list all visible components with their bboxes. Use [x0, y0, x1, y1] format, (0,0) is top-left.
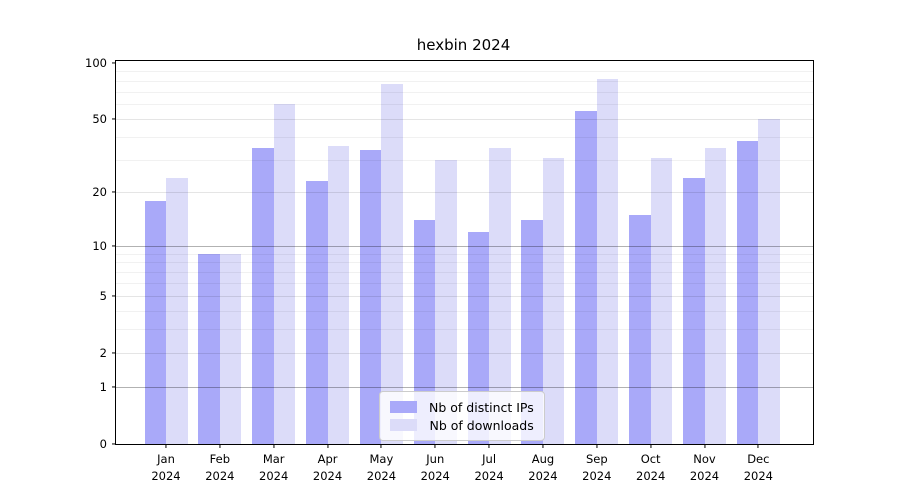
- y-tick-label-2: 2: [99, 346, 107, 361]
- x-tick-label-aug: Aug 2024: [528, 452, 558, 483]
- bar-mar-downloads: [273, 104, 296, 444]
- bar-jan-distinct-ips: [144, 200, 166, 444]
- x-tick-mark-sep: [596, 444, 598, 448]
- y-tick-label-0: 0: [99, 437, 107, 451]
- bar-sep-distinct-ips: [575, 111, 597, 444]
- y-tick-label-50: 50: [92, 112, 107, 127]
- bar-nov-downloads: [704, 147, 726, 444]
- x-tick-mark-may: [380, 444, 382, 448]
- bar-apr-distinct-ips: [306, 181, 328, 444]
- bar-dec-distinct-ips: [736, 141, 759, 444]
- legend-label-distinct-ips: Nb of distinct IPs: [429, 399, 534, 415]
- legend-label-downloads: Nb of downloads: [429, 417, 534, 433]
- x-tick-mark-mar: [273, 444, 275, 448]
- bar-feb-downloads: [219, 253, 242, 444]
- bar-may-distinct-ips: [359, 150, 382, 444]
- bar-may-downloads: [381, 83, 403, 444]
- y-tick-mark-10: [112, 245, 116, 247]
- x-tick-label-jul: Jul 2024: [474, 452, 504, 483]
- y-tick-mark-5: [112, 295, 116, 297]
- bar-jul-downloads: [489, 147, 511, 444]
- x-tick-label-oct: Oct 2024: [636, 452, 666, 483]
- bar-dec-downloads: [758, 119, 780, 444]
- x-tick-mark-jun: [434, 444, 436, 448]
- bar-mar-distinct-ips: [252, 147, 274, 444]
- bar-jun-distinct-ips: [413, 220, 436, 444]
- y-tick-label-20: 20: [92, 185, 107, 200]
- x-tick-label-feb: Feb 2024: [205, 452, 235, 483]
- bar-aug-distinct-ips: [521, 220, 543, 444]
- y-tick-mark-50: [112, 118, 116, 120]
- legend: Nb of distinct IPs Nb of downloads: [379, 391, 545, 441]
- x-tick-mark-dec: [757, 444, 759, 448]
- y-tick-label-100: 100: [85, 55, 107, 70]
- bar-aug-downloads: [542, 157, 565, 444]
- y-tick-mark-1: [112, 386, 116, 388]
- x-tick-label-jan: Jan 2024: [151, 452, 181, 483]
- bar-jun-downloads: [435, 160, 457, 444]
- y-tick-label-5: 5: [99, 288, 107, 303]
- x-tick-label-jun: Jun 2024: [420, 452, 450, 483]
- x-tick-label-dec: Dec 2024: [743, 452, 773, 483]
- legend-item-distinct-ips: Nb of distinct IPs: [390, 398, 534, 416]
- chart-title: hexbin 2024: [416, 36, 511, 54]
- bar-oct-downloads: [650, 157, 673, 444]
- x-tick-mark-jan: [165, 444, 167, 448]
- y-tick-mark-20: [112, 191, 116, 193]
- x-tick-mark-apr: [327, 444, 329, 448]
- x-tick-label-mar: Mar 2024: [259, 452, 289, 483]
- x-tick-mark-oct: [650, 444, 652, 448]
- bar-sep-downloads: [596, 78, 619, 444]
- x-tick-mark-nov: [703, 444, 706, 448]
- x-tick-label-nov: Nov 2024: [689, 452, 720, 483]
- bars-layer: [116, 61, 813, 444]
- bar-apr-downloads: [327, 145, 350, 444]
- y-tick-mark-0: [112, 443, 116, 445]
- y-tick-mark-100: [112, 62, 116, 64]
- legend-swatch-distinct-ips: [390, 401, 417, 413]
- bar-nov-distinct-ips: [683, 178, 705, 444]
- bar-jan-downloads: [166, 178, 188, 444]
- legend-swatch-downloads: [390, 419, 417, 431]
- x-tick-label-sep: Sep 2024: [582, 452, 612, 483]
- legend-item-downloads: Nb of downloads: [390, 416, 534, 434]
- x-tick-mark-jul: [488, 444, 490, 448]
- bar-oct-distinct-ips: [629, 214, 651, 444]
- x-tick-mark-feb: [219, 444, 221, 448]
- x-tick-label-may: May 2024: [366, 452, 397, 483]
- x-tick-mark-aug: [542, 444, 544, 448]
- x-tick-label-apr: Apr 2024: [312, 452, 343, 483]
- y-tick-label-10: 10: [92, 238, 107, 253]
- y-tick-mark-2: [112, 352, 116, 354]
- y-tick-label-1: 1: [99, 379, 107, 394]
- bar-feb-distinct-ips: [198, 253, 220, 444]
- plot-area: 0 1 2 5 10 20 50 100 Jan 2024 Feb 2024 Mar 2024 Apr 20…: [85, 56, 814, 483]
